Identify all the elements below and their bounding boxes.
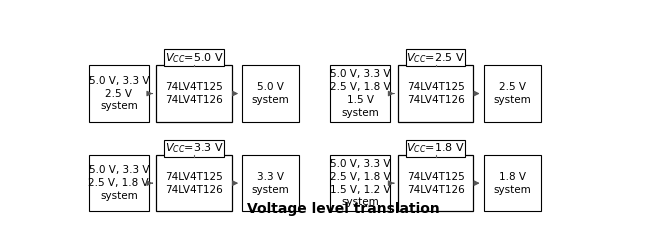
Text: 5.0 V, 3.3 V
2.5 V, 1.8 V
1.5 V
system: 5.0 V, 3.3 V 2.5 V, 1.8 V 1.5 V system <box>330 69 391 118</box>
Bar <box>242 155 299 211</box>
Text: 74LV4T125
74LV4T126: 74LV4T125 74LV4T126 <box>407 172 464 195</box>
Bar <box>398 65 473 122</box>
Bar <box>156 65 232 122</box>
Text: $V_{CC}$=5.0 V: $V_{CC}$=5.0 V <box>165 51 224 65</box>
Text: $V_{CC}$=2.5 V: $V_{CC}$=2.5 V <box>406 51 465 65</box>
Text: 5.0 V, 3.3 V
2.5 V
system: 5.0 V, 3.3 V 2.5 V system <box>88 76 149 111</box>
Text: 5.0 V
system: 5.0 V system <box>252 82 289 105</box>
Bar <box>89 155 149 211</box>
Bar <box>398 155 473 211</box>
Bar <box>156 155 232 211</box>
Text: $V_{CC}$=3.3 V: $V_{CC}$=3.3 V <box>165 141 224 155</box>
Text: 3.3 V
system: 3.3 V system <box>252 172 289 195</box>
Bar <box>242 65 299 122</box>
Text: 74LV4T125
74LV4T126: 74LV4T125 74LV4T126 <box>165 82 223 105</box>
Bar <box>406 49 466 66</box>
Bar <box>484 155 541 211</box>
Text: Voltage level translation: Voltage level translation <box>247 202 440 216</box>
Text: 5.0 V, 3.3 V
2.5 V, 1.8 V
system: 5.0 V, 3.3 V 2.5 V, 1.8 V system <box>88 165 149 201</box>
Bar <box>330 65 390 122</box>
Bar <box>484 65 541 122</box>
Text: 2.5 V
system: 2.5 V system <box>493 82 531 105</box>
Text: 5.0 V, 3.3 V
2.5 V, 1.8 V
1.5 V, 1.2 V
system: 5.0 V, 3.3 V 2.5 V, 1.8 V 1.5 V, 1.2 V s… <box>330 159 391 207</box>
Text: 74LV4T125
74LV4T126: 74LV4T125 74LV4T126 <box>407 82 464 105</box>
Bar <box>164 140 224 157</box>
Bar <box>330 155 390 211</box>
Text: 74LV4T125
74LV4T126: 74LV4T125 74LV4T126 <box>165 172 223 195</box>
Text: $V_{CC}$=1.8 V: $V_{CC}$=1.8 V <box>406 141 465 155</box>
Bar <box>406 140 466 157</box>
Bar <box>89 65 149 122</box>
Bar <box>164 49 224 66</box>
Text: 1.8 V
system: 1.8 V system <box>493 172 531 195</box>
